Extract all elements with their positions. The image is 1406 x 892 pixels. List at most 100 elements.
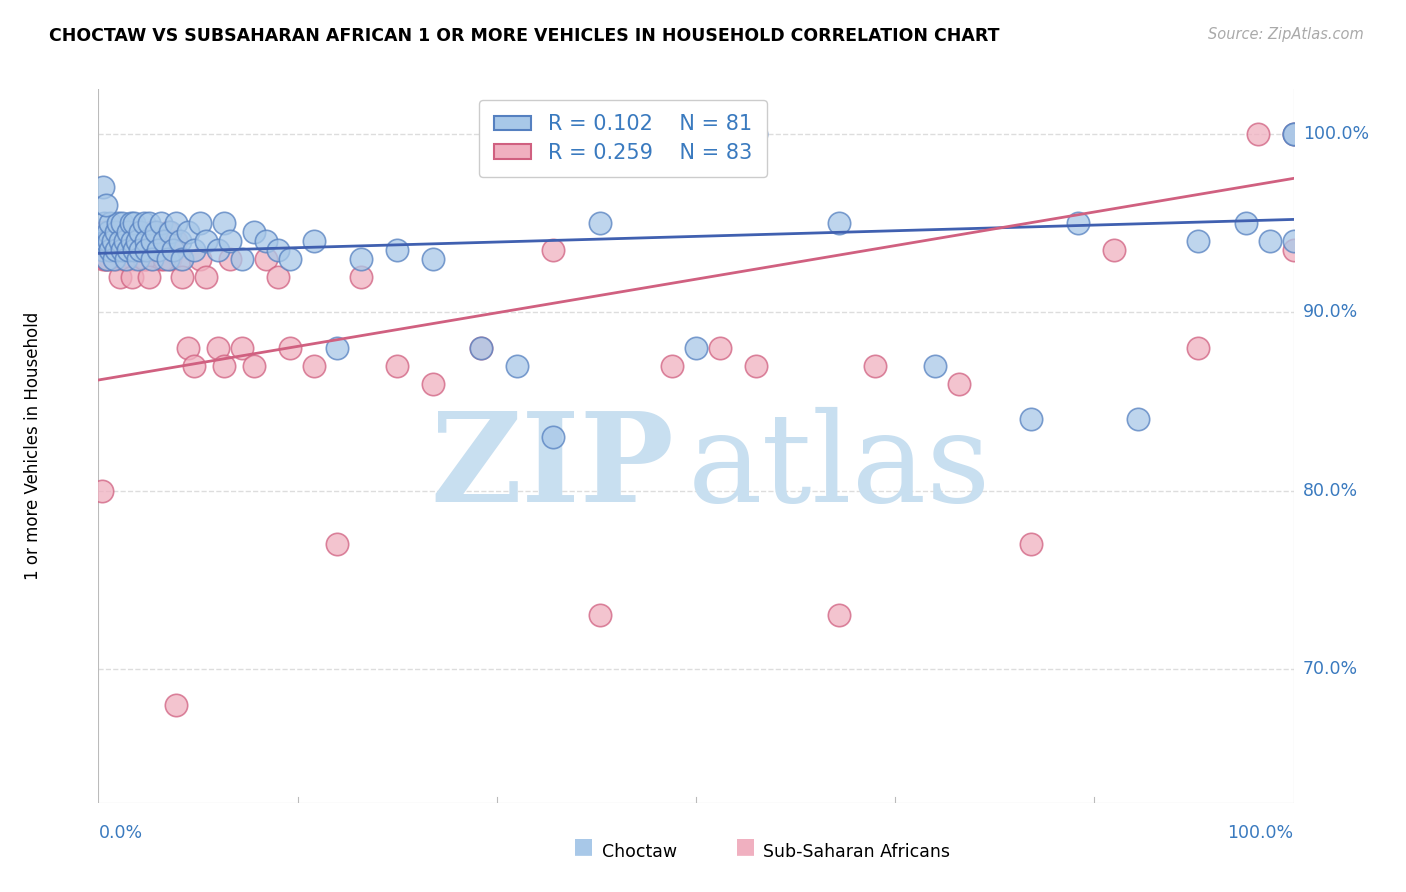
Text: 90.0%: 90.0% [1303, 303, 1358, 321]
Point [863, 359, 886, 373]
Point [114, 252, 136, 266]
Point [98, 234, 121, 248]
Point [138, 243, 160, 257]
Point [125, 234, 148, 248]
Point [350, 252, 373, 266]
Text: ■: ■ [574, 836, 593, 855]
Point [121, 243, 143, 257]
Point [1187, 341, 1209, 355]
Point [125, 243, 148, 257]
Point [506, 359, 529, 373]
Point [129, 252, 152, 266]
Point [828, 608, 851, 623]
Point [117, 252, 139, 266]
Point [156, 225, 179, 239]
Point [207, 243, 229, 257]
Point [94, 198, 117, 212]
Point [149, 252, 172, 266]
Point [101, 243, 124, 257]
Point [231, 341, 253, 355]
Point [135, 243, 157, 257]
Point [302, 234, 325, 248]
Point [188, 252, 211, 266]
Point [94, 252, 117, 266]
Point [145, 243, 167, 257]
Point [162, 243, 184, 257]
Text: 100.0%: 100.0% [1303, 125, 1369, 143]
Point [93, 216, 115, 230]
Point [278, 341, 301, 355]
Point [101, 234, 124, 248]
Point [350, 269, 373, 284]
Point [135, 252, 157, 266]
Point [98, 243, 122, 257]
Point [129, 225, 152, 239]
Point [243, 359, 266, 373]
Point [385, 243, 409, 257]
Point [148, 243, 170, 257]
Point [135, 234, 157, 248]
Point [165, 234, 187, 248]
Point [117, 225, 139, 239]
Point [98, 243, 121, 257]
Point [194, 269, 217, 284]
Point [129, 225, 152, 239]
Point [124, 234, 146, 248]
Point [98, 252, 122, 266]
Point [828, 216, 851, 230]
Point [194, 234, 217, 248]
Point [165, 698, 187, 712]
Point [125, 243, 148, 257]
Point [90, 234, 112, 248]
Point [91, 243, 114, 257]
Point [114, 243, 136, 257]
Point [685, 341, 707, 355]
Text: 100.0%: 100.0% [1227, 824, 1294, 842]
Point [129, 243, 152, 257]
Point [148, 234, 170, 248]
Point [159, 252, 181, 266]
Point [745, 127, 768, 141]
Text: ■: ■ [735, 836, 755, 855]
Point [589, 216, 612, 230]
Point [177, 341, 200, 355]
Point [108, 243, 131, 257]
Point [91, 252, 114, 266]
Point [1187, 234, 1209, 248]
Point [141, 252, 163, 266]
Point [948, 376, 970, 391]
Point [1282, 243, 1305, 257]
Point [121, 234, 143, 248]
Point [207, 341, 229, 355]
Point [98, 234, 122, 248]
Point [709, 341, 731, 355]
Point [108, 269, 131, 284]
Point [121, 269, 143, 284]
Point [169, 252, 191, 266]
Point [169, 234, 191, 248]
Point [1234, 216, 1257, 230]
Point [243, 225, 266, 239]
Point [97, 243, 120, 257]
Point [302, 359, 325, 373]
Point [1282, 127, 1305, 141]
Point [114, 234, 136, 248]
Point [254, 234, 277, 248]
Point [188, 216, 211, 230]
Point [541, 430, 564, 444]
Point [162, 243, 184, 257]
Point [132, 216, 155, 230]
Point [1102, 243, 1125, 257]
Point [183, 243, 205, 257]
Point [104, 252, 127, 266]
Point [153, 252, 176, 266]
Point [172, 269, 194, 284]
Text: Sub-Saharan Africans: Sub-Saharan Africans [763, 843, 950, 861]
Point [90, 243, 112, 257]
Point [138, 269, 160, 284]
Text: 1 or more Vehicles in Household: 1 or more Vehicles in Household [24, 312, 42, 580]
Point [254, 252, 277, 266]
Text: CHOCTAW VS SUBSAHARAN AFRICAN 1 OR MORE VEHICLES IN HOUSEHOLD CORRELATION CHART: CHOCTAW VS SUBSAHARAN AFRICAN 1 OR MORE … [49, 27, 1000, 45]
Point [91, 483, 114, 498]
Point [111, 252, 134, 266]
